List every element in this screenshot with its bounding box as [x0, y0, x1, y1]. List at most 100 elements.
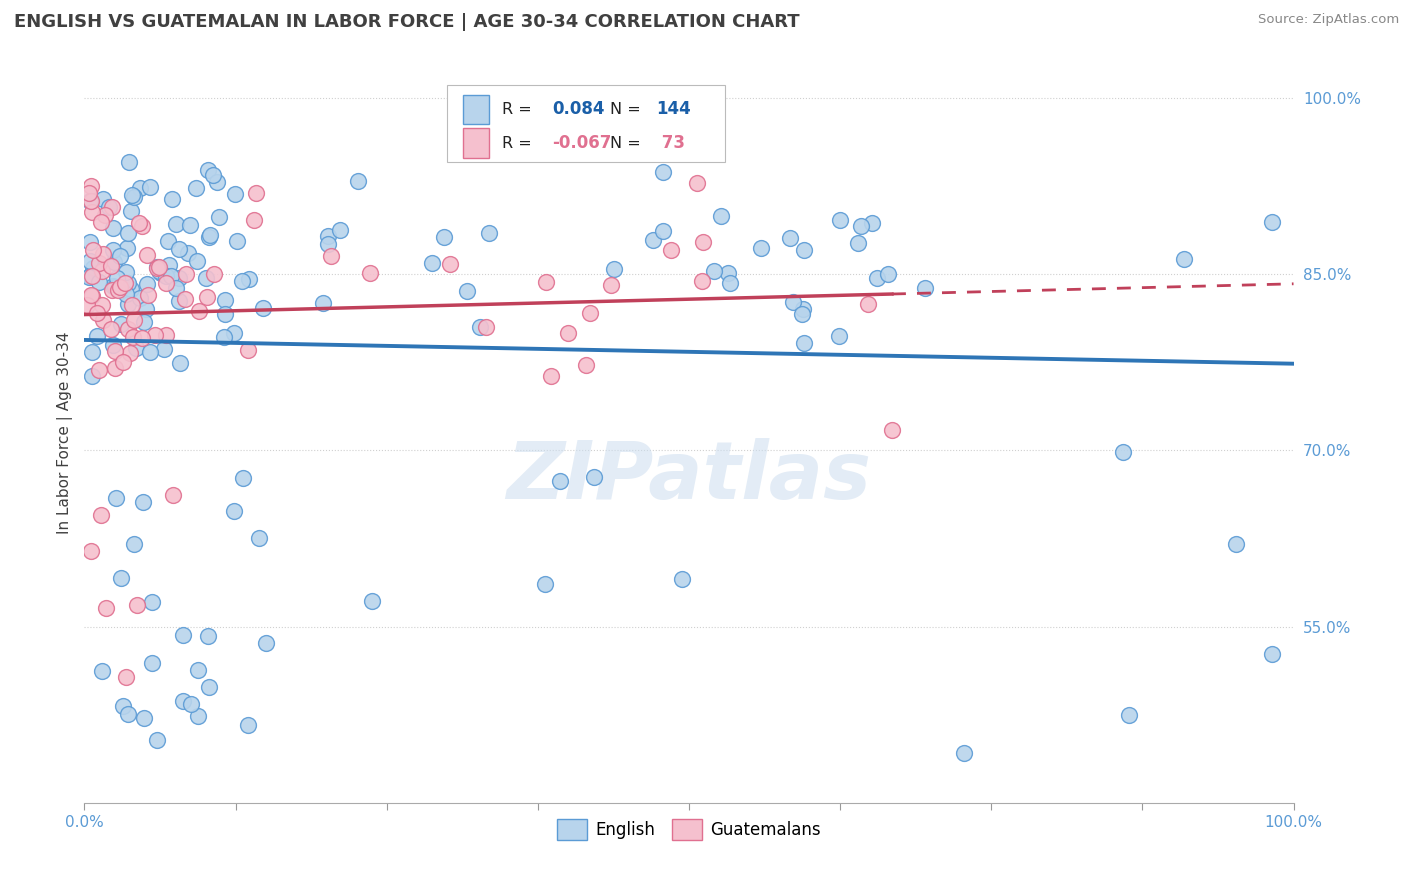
Point [80, 204, 103, 219]
Point [866, 271, 889, 285]
Point [316, 228, 339, 243]
Point [1118, 708, 1140, 723]
Point [779, 231, 801, 245]
Point [122, 536, 145, 550]
Point [86, 306, 108, 320]
Point [118, 346, 141, 360]
Point [115, 287, 138, 301]
Point [101, 243, 124, 257]
Point [91, 192, 114, 206]
Point [94, 208, 117, 222]
Point [478, 226, 501, 240]
Point [87, 362, 110, 376]
Point [439, 257, 461, 271]
Point [187, 663, 209, 677]
Point [105, 491, 128, 505]
Point [94, 601, 117, 615]
Point [77, 269, 100, 284]
Point [80, 178, 103, 193]
Point [692, 235, 714, 250]
Point [180, 697, 202, 711]
Point [90, 214, 112, 228]
Point [108, 280, 131, 294]
Point [860, 216, 883, 230]
Point [115, 265, 138, 279]
Point [186, 181, 208, 195]
Point [329, 223, 352, 237]
Point [160, 192, 183, 206]
Point [101, 279, 124, 293]
Point [236, 718, 259, 732]
Point [557, 326, 579, 341]
Point [110, 249, 132, 263]
Point [90, 298, 112, 312]
Point [120, 282, 142, 296]
Point [128, 216, 150, 230]
Point [121, 188, 143, 202]
Point [207, 175, 229, 189]
Point [172, 694, 194, 708]
Point [97, 200, 120, 214]
Text: N =: N = [610, 136, 647, 151]
Point [652, 165, 675, 179]
Point [79, 194, 101, 208]
Point [214, 307, 236, 321]
Point [101, 338, 124, 352]
Text: -0.067: -0.067 [553, 134, 612, 153]
Point [79, 235, 101, 250]
Point [107, 270, 129, 285]
Point [222, 504, 245, 518]
Point [579, 306, 602, 320]
Point [120, 204, 142, 219]
Point [197, 163, 219, 178]
Point [100, 322, 122, 336]
Point [86, 328, 108, 343]
Point [232, 471, 254, 485]
Point [346, 174, 368, 188]
Point [117, 297, 139, 311]
Point [117, 276, 139, 290]
Point [121, 329, 143, 343]
Point [155, 268, 177, 283]
Point [165, 281, 187, 295]
Point [110, 571, 132, 585]
Point [167, 270, 190, 285]
Point [172, 628, 194, 642]
Point [117, 241, 139, 255]
Point [1261, 215, 1284, 229]
Point [316, 237, 339, 252]
Point [198, 227, 221, 242]
Point [953, 746, 976, 760]
Point [141, 594, 163, 608]
Point [165, 217, 187, 231]
Point [103, 255, 125, 269]
Point [359, 266, 381, 280]
Text: R =: R = [502, 136, 537, 151]
Point [252, 301, 274, 315]
Point [131, 331, 153, 345]
Point [914, 280, 936, 294]
Point [131, 219, 153, 234]
Point [880, 423, 903, 437]
Point [135, 301, 157, 316]
Text: ZIPatlas: ZIPatlas [506, 438, 872, 516]
Point [111, 355, 134, 369]
Point [540, 368, 562, 383]
Point [159, 268, 181, 283]
Point [91, 312, 114, 326]
Point [115, 669, 138, 683]
Bar [463, 95, 489, 124]
Point [599, 278, 621, 293]
Point [121, 298, 143, 312]
Point [80, 368, 103, 383]
Text: 144: 144 [657, 101, 690, 119]
Point [91, 247, 114, 261]
Point [197, 629, 219, 643]
Point [312, 296, 335, 310]
Point [155, 328, 177, 343]
Point [80, 287, 103, 301]
Text: Source: ZipAtlas.com: Source: ZipAtlas.com [1258, 13, 1399, 27]
Point [157, 234, 180, 248]
Point [177, 246, 200, 260]
Point [148, 260, 170, 274]
